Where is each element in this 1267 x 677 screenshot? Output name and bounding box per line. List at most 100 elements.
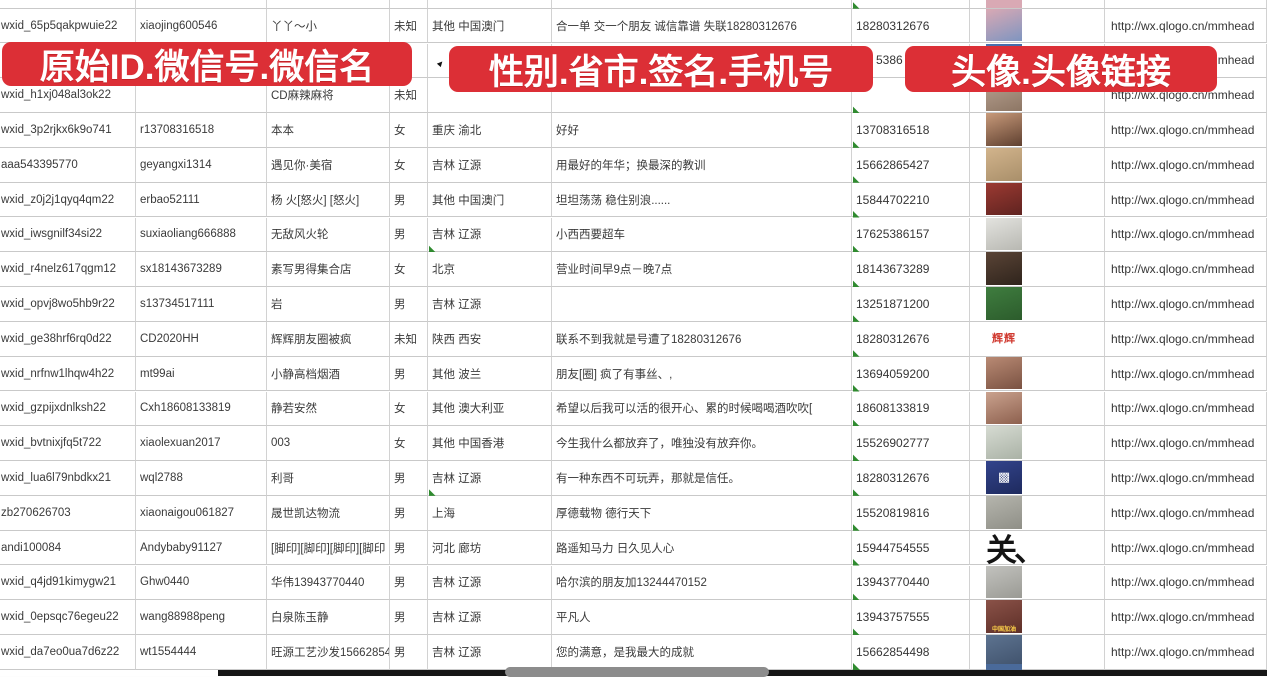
cell-name[interactable]: 杨 火[怒火] [怒火] bbox=[267, 182, 390, 218]
cell-avatar[interactable] bbox=[970, 356, 1105, 392]
cell-province[interactable]: 河北 廊坊 bbox=[428, 530, 552, 566]
cell-account[interactable]: r13708316518 bbox=[136, 113, 267, 148]
avatar-image[interactable] bbox=[986, 565, 1022, 599]
cell-signature[interactable]: 厚德载物 德行天下 bbox=[552, 495, 852, 531]
cell-name[interactable]: 003 bbox=[267, 426, 390, 462]
cell-province[interactable]: 吉林 辽源 bbox=[428, 565, 552, 601]
cell-avatar[interactable]: 关、 bbox=[970, 530, 1105, 568]
cell-name[interactable]: 旺源工艺沙发15662854 bbox=[267, 635, 390, 670]
cell-wxid[interactable]: wxid_3p2rjkx6k9o741 bbox=[0, 113, 136, 148]
cell-gender[interactable]: 女 bbox=[390, 391, 428, 427]
cell-account[interactable]: xiaonaigou061827 bbox=[136, 495, 267, 531]
cell-gender[interactable]: 男 bbox=[390, 565, 428, 601]
cell-name[interactable]: 静若安然 bbox=[267, 391, 390, 427]
cell-wxid[interactable]: wxid_q4jd91kimygw21 bbox=[0, 565, 136, 601]
cell-avatar[interactable]: ▩ bbox=[970, 461, 1105, 496]
cell-name[interactable]: 晟世凯达物流 bbox=[267, 495, 390, 531]
cell-avatar[interactable] bbox=[970, 0, 1105, 9]
cell-link[interactable]: http://wx.qlogo.cn/mmhead bbox=[1105, 495, 1267, 531]
cell-gender[interactable]: 男 bbox=[390, 530, 428, 566]
cell-province[interactable]: 吉林 辽源 bbox=[428, 461, 552, 496]
cell-link[interactable]: http://wx.qlogo.cn/mmhead bbox=[1105, 217, 1267, 253]
avatar-image[interactable] bbox=[986, 252, 1022, 286]
cell-signature[interactable]: 联系不到我就是号遭了18280312676 bbox=[552, 321, 852, 357]
cell-name[interactable]: [脚印][脚印][脚印][脚印 bbox=[267, 530, 390, 566]
cell-phone[interactable]: 13708316518 bbox=[852, 113, 970, 148]
cell-wxid[interactable]: wxid_r4nelz617qgm12 bbox=[0, 252, 136, 288]
cell-signature[interactable]: 朋友[圈] 疯了有事丝、, bbox=[552, 356, 852, 392]
cell-signature[interactable]: 路遥知马力 日久见人心 bbox=[552, 530, 852, 566]
cell-account[interactable]: suxiaoliang666888 bbox=[136, 217, 267, 253]
cell-province[interactable]: 吉林 辽源 bbox=[428, 600, 552, 636]
cell-gender[interactable]: 男 bbox=[390, 495, 428, 531]
cell-account[interactable]: Cxh18608133819 bbox=[136, 391, 267, 427]
cell-avatar[interactable] bbox=[970, 391, 1105, 427]
cell-phone[interactable]: 15526902777 bbox=[852, 426, 970, 462]
cell-phone[interactable]: 15662854498 bbox=[852, 635, 970, 670]
cell-link[interactable]: http://wx.qlogo.cn/mmhead bbox=[1105, 461, 1267, 496]
cell-link[interactable]: http://wx.qlogo.cn/mmhead bbox=[1105, 530, 1267, 566]
cell-wxid[interactable]: wxid_bvtnixjfq5t722 bbox=[0, 426, 136, 462]
cell-account[interactable]: sx18143673289 bbox=[136, 252, 267, 288]
cell-wxid[interactable]: wxid_h1xj048al3ok22 bbox=[0, 78, 136, 114]
cell-gender[interactable]: 男 bbox=[390, 635, 428, 670]
cell-account[interactable] bbox=[136, 0, 267, 9]
cell-account[interactable]: wql2788 bbox=[136, 461, 267, 496]
cell-gender[interactable]: 未知 bbox=[390, 8, 428, 44]
cell-name[interactable]: 利哥 bbox=[267, 461, 390, 496]
cell-link[interactable]: http://wx.qlogo.cn/mmhead bbox=[1105, 635, 1267, 670]
cell-province[interactable]: 其他 中国香港 bbox=[428, 426, 552, 462]
cell-name[interactable]: 小静高档烟酒 bbox=[267, 356, 390, 392]
cell-signature[interactable]: 今生我什么都放弃了，唯独没有放弃你。 bbox=[552, 426, 852, 462]
cell-province[interactable]: 吉林 辽源 bbox=[428, 635, 552, 670]
horizontal-scrollbar-thumb[interactable] bbox=[505, 667, 769, 677]
cell-gender[interactable]: 男 bbox=[390, 182, 428, 218]
cell-link[interactable]: http://wx.qlogo.cn/mmhead bbox=[1105, 321, 1267, 357]
cell-province[interactable]: 吉林 辽源 bbox=[428, 287, 552, 322]
cell-signature[interactable]: 有一种东西不可玩弄，那就是信任。 bbox=[552, 461, 852, 496]
cell-signature[interactable]: 平凡人 bbox=[552, 600, 852, 636]
cell-phone[interactable]: 13694059200 bbox=[852, 356, 970, 392]
avatar-image[interactable] bbox=[986, 182, 1022, 216]
cell-signature[interactable]: 希望以后我可以活的很开心、累的时候喝喝酒吹吹[ bbox=[552, 391, 852, 427]
cell-phone[interactable]: 13943770440 bbox=[852, 565, 970, 601]
cell-account[interactable] bbox=[136, 78, 267, 114]
avatar-image[interactable] bbox=[986, 391, 1022, 425]
cell-link[interactable]: http://wx.qlogo.cn/mmhead bbox=[1105, 391, 1267, 427]
cell-account[interactable]: wt1554444 bbox=[136, 635, 267, 670]
cell-gender[interactable]: 女 bbox=[390, 147, 428, 183]
cell-signature[interactable] bbox=[552, 0, 852, 9]
avatar-image[interactable] bbox=[986, 356, 1022, 390]
cell-province[interactable]: 其他 中国澳门 bbox=[428, 8, 552, 44]
cell-province[interactable]: 其他 澳大利亚 bbox=[428, 391, 552, 427]
cell-province[interactable] bbox=[428, 0, 552, 9]
cell-name[interactable] bbox=[267, 0, 390, 9]
avatar-image[interactable] bbox=[986, 147, 1022, 181]
cell-signature[interactable] bbox=[552, 78, 852, 114]
cell-account[interactable]: wang88988peng bbox=[136, 600, 267, 636]
cell-province[interactable]: 上海 bbox=[428, 495, 552, 531]
cell-avatar[interactable] bbox=[970, 635, 1105, 670]
cell-link[interactable]: http://wx.qlogo.cn/mmhead bbox=[1105, 182, 1267, 218]
cell-signature[interactable]: 用最好的年华；换最深的教训 bbox=[552, 147, 852, 183]
cell-name[interactable]: 素写男得集合店 bbox=[267, 252, 390, 288]
cell-province[interactable]: 北京 bbox=[428, 252, 552, 288]
cell-avatar[interactable] bbox=[970, 565, 1105, 601]
cell-account[interactable]: Ghw0440 bbox=[136, 565, 267, 601]
cell-wxid[interactable]: wxid_nrfnw1lhqw4h22 bbox=[0, 356, 136, 392]
cell-province[interactable]: 其他 波兰 bbox=[428, 356, 552, 392]
cell-name[interactable]: 无敌风火轮 bbox=[267, 217, 390, 253]
cell-avatar[interactable] bbox=[970, 113, 1105, 148]
cell-phone[interactable]: 15944754555 bbox=[852, 530, 970, 566]
cell-gender[interactable]: 男 bbox=[390, 356, 428, 392]
cell-signature[interactable]: 您的满意，是我最大的成就 bbox=[552, 635, 852, 670]
cell-province[interactable]: 吉林 辽源 bbox=[428, 147, 552, 183]
cell-avatar[interactable] bbox=[970, 182, 1105, 218]
cell-signature[interactable]: 坦坦荡荡 稳住别浪...... bbox=[552, 182, 852, 218]
cell-province[interactable] bbox=[428, 78, 552, 114]
cell-gender[interactable]: 未知 bbox=[390, 321, 428, 357]
cell-name[interactable]: 本本 bbox=[267, 113, 390, 148]
avatar-image[interactable]: 关、 bbox=[986, 532, 1045, 568]
cell-name[interactable]: CD麻辣麻将 bbox=[267, 78, 390, 114]
cell-gender[interactable]: 男 bbox=[390, 217, 428, 253]
